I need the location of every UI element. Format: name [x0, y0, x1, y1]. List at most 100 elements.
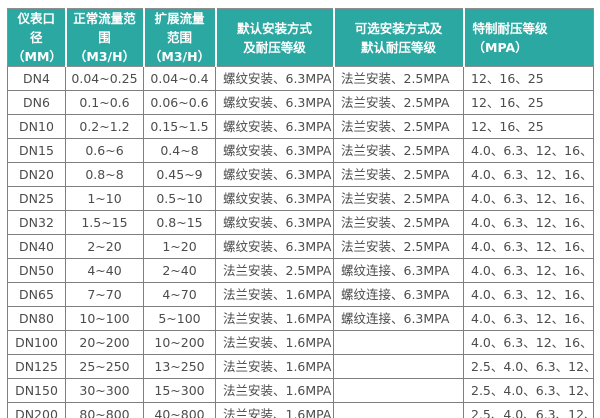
header-line1: 可选安装方式及: [354, 20, 443, 36]
header-line1: 默认安装方式: [236, 20, 312, 36]
cell-optional-installation: 法兰安装、2.5MPA: [333, 210, 464, 235]
cell-special-pressure-rating: 4.0、6.3、12、16、25: [463, 210, 594, 235]
cell-special-pressure-rating: 12、16、25: [463, 90, 594, 115]
cell-default-installation: 螺纹安装、6.3MPA: [215, 138, 334, 163]
cell-normal-flow-range: 25~250: [65, 354, 144, 379]
cell-diameter: DN10: [7, 114, 66, 139]
column-header-optional-installation: 可选安装方式及 默认耐压等级: [333, 8, 465, 67]
cell-special-pressure-rating: 2.5、4.0、6.3、12、16: [463, 378, 594, 403]
cell-diameter: DN200: [7, 402, 66, 418]
cell-normal-flow-range: 0.6~6: [65, 138, 144, 163]
cell-default-installation: 法兰安装、1.6MPA: [215, 330, 334, 355]
cell-default-installation: 螺纹安装、6.3MPA: [215, 162, 334, 187]
cell-normal-flow-range: 20~200: [65, 330, 144, 355]
cell-extended-flow-range: 5~100: [143, 306, 216, 331]
cell-optional-installation: [333, 378, 464, 403]
column-header-special-pressure-rating: 特制耐压等级 （MPA）: [463, 8, 594, 67]
cell-optional-installation: 法兰安装、2.5MPA: [333, 234, 464, 259]
cell-normal-flow-range: 0.04~0.25: [65, 66, 144, 91]
table-row: DN65 7~70 4~70 法兰安装、1.6MPA 螺纹连接、6.3MPA 4.0、6.…: [7, 282, 594, 307]
cell-default-installation: 螺纹安装、6.3MPA: [215, 66, 334, 91]
cell-optional-installation: 法兰安装、2.5MPA: [333, 162, 464, 187]
cell-special-pressure-rating: 12、16、25: [463, 114, 594, 139]
table-body: DN4 0.04~0.25 0.04~0.4 螺纹安装、6.3MPA 法兰安装、2.5M…: [7, 66, 594, 418]
column-header-normal-flow-range: 正常流量范围 （M3/H）: [65, 8, 145, 67]
cell-diameter: DN6: [7, 90, 66, 115]
cell-diameter: DN125: [7, 354, 66, 379]
cell-diameter: DN4: [7, 66, 66, 91]
cell-special-pressure-rating: 4.0、6.3、12、16、25: [463, 234, 594, 259]
cell-diameter: DN32: [7, 210, 66, 235]
cell-default-installation: 法兰安装、1.6MPA: [215, 402, 334, 418]
table-row: DN15 0.6~6 0.4~8 螺纹安装、6.3MPA 法兰安装、2.5MPA 4.0、…: [7, 138, 594, 163]
header-line2: （M3/H）: [148, 49, 211, 64]
cell-optional-installation: 法兰安装、2.5MPA: [333, 90, 464, 115]
table-row: DN80 10~100 5~100 法兰安装、1.6MPA 螺纹连接、6.3MPA 4.0…: [7, 306, 594, 331]
cell-special-pressure-rating: 12、16、25: [463, 66, 594, 91]
cell-normal-flow-range: 2~20: [65, 234, 144, 259]
cell-default-installation: 螺纹安装、6.3MPA: [215, 234, 334, 259]
header-line2: 默认耐压等级: [360, 39, 436, 55]
cell-extended-flow-range: 10~200: [143, 330, 216, 355]
header-line2: （M3/H）: [73, 49, 136, 64]
cell-normal-flow-range: 1~10: [65, 186, 144, 211]
cell-normal-flow-range: 0.2~1.2: [65, 114, 144, 139]
cell-extended-flow-range: 0.06~0.6: [143, 90, 216, 115]
cell-optional-installation: 螺纹连接、6.3MPA: [333, 258, 464, 283]
cell-default-installation: 螺纹安装、6.3MPA: [215, 210, 334, 235]
cell-normal-flow-range: 7~70: [65, 282, 144, 307]
cell-special-pressure-rating: 4.0、6.3、12、16、25: [463, 162, 594, 187]
table-row: DN150 30~300 15~300 法兰安装、1.6MPA 2.5、4.0、6.3、…: [7, 378, 594, 403]
cell-diameter: DN20: [7, 162, 66, 187]
cell-diameter: DN100: [7, 330, 66, 355]
cell-default-installation: 法兰安装、1.6MPA: [215, 354, 334, 379]
cell-optional-installation: 法兰安装、2.5MPA: [333, 186, 464, 211]
cell-normal-flow-range: 4~40: [65, 258, 144, 283]
header-line1: 正常流量范围: [73, 11, 136, 45]
cell-optional-installation: 螺纹连接、6.3MPA: [333, 306, 464, 331]
column-header-default-installation: 默认安装方式 及耐压等级: [215, 8, 335, 67]
cell-normal-flow-range: 0.1~0.6: [65, 90, 144, 115]
cell-extended-flow-range: 0.4~8: [143, 138, 216, 163]
cell-default-installation: 螺纹安装、6.3MPA: [215, 186, 334, 211]
cell-special-pressure-rating: 4.0、6.3、12、16、25: [463, 138, 594, 163]
cell-optional-installation: 法兰安装、2.5MPA: [333, 114, 464, 139]
table-row: DN100 20~200 10~200 法兰安装、1.6MPA 4.0、6.3、12、1…: [7, 330, 594, 355]
header-line1: 特制耐压等级: [472, 20, 548, 36]
cell-normal-flow-range: 80~800: [65, 402, 144, 418]
cell-diameter: DN40: [7, 234, 66, 259]
cell-diameter: DN65: [7, 282, 66, 307]
cell-extended-flow-range: 15~300: [143, 378, 216, 403]
cell-special-pressure-rating: 2.5、4.0、6.3、12、16: [463, 354, 594, 379]
cell-extended-flow-range: 1~20: [143, 234, 216, 259]
table-row: DN10 0.2~1.2 0.15~1.5 螺纹安装、6.3MPA 法兰安装、2.5MP…: [7, 114, 594, 139]
column-header-extended-flow-range: 扩展流量范围 （M3/H）: [143, 8, 217, 67]
cell-normal-flow-range: 30~300: [65, 378, 144, 403]
cell-special-pressure-rating: 2.5、4.0、6.3、12、16: [463, 402, 594, 418]
cell-extended-flow-range: 2~40: [143, 258, 216, 283]
cell-extended-flow-range: 0.04~0.4: [143, 66, 216, 91]
table-row: DN50 4~40 2~40 法兰安装、2.5MPA 螺纹连接、6.3MPA 4.0、6.…: [7, 258, 594, 283]
cell-extended-flow-range: 0.5~10: [143, 186, 216, 211]
header-line2: （MM）: [12, 49, 62, 64]
table-header: 仪表口径 （MM） 正常流量范围 （M3/H） 扩展流量范围 （M3/H） 默认安装方式 及耐…: [7, 8, 594, 67]
cell-optional-installation: [333, 354, 464, 379]
cell-diameter: DN80: [7, 306, 66, 331]
cell-diameter: DN50: [7, 258, 66, 283]
column-header-diameter: 仪表口径 （MM）: [7, 8, 67, 67]
table-row: DN200 80~800 40~800 法兰安装、1.6MPA 2.5、4.0、6.3、…: [7, 402, 594, 418]
cell-optional-installation: [333, 330, 464, 355]
cell-diameter: DN15: [7, 138, 66, 163]
cell-default-installation: 法兰安装、1.6MPA: [215, 306, 334, 331]
cell-normal-flow-range: 10~100: [65, 306, 144, 331]
cell-special-pressure-rating: 4.0、6.3、12、16、25: [463, 282, 594, 307]
cell-normal-flow-range: 1.5~15: [65, 210, 144, 235]
cell-diameter: DN150: [7, 378, 66, 403]
table-row: DN25 1~10 0.5~10 螺纹安装、6.3MPA 法兰安装、2.5MPA 4.0、…: [7, 186, 594, 211]
cell-extended-flow-range: 0.8~15: [143, 210, 216, 235]
table-row: DN32 1.5~15 0.8~15 螺纹安装、6.3MPA 法兰安装、2.5MPA 4.…: [7, 210, 594, 235]
flow-meter-spec-table: 仪表口径 （MM） 正常流量范围 （M3/H） 扩展流量范围 （M3/H） 默认安装方式 及耐…: [7, 8, 594, 418]
cell-default-installation: 法兰安装、1.6MPA: [215, 282, 334, 307]
cell-special-pressure-rating: 4.0、6.3、12、16、25: [463, 330, 594, 355]
